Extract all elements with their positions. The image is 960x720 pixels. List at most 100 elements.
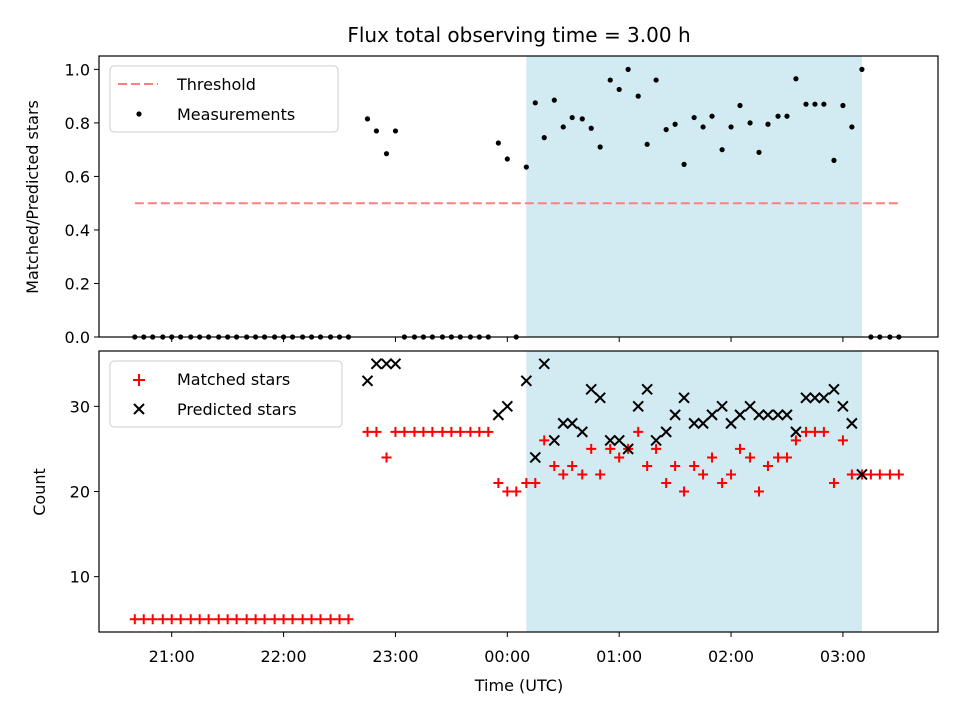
matched-star-point	[605, 443, 616, 454]
measurement-point	[859, 66, 865, 72]
x-axis-label: Time (UTC)	[474, 676, 563, 695]
matched-star-point	[773, 452, 784, 463]
predicted-star-point	[585, 383, 597, 396]
predicted-star-point	[613, 434, 625, 447]
predicted-star-point	[697, 417, 709, 430]
predicted-star-point	[389, 358, 402, 370]
measurement-point	[616, 86, 622, 93]
matched-star-point	[129, 614, 140, 625]
matched-star-point	[846, 469, 857, 480]
bottom-x-tick-label: 02:00	[708, 647, 754, 666]
matched-star-point	[231, 614, 242, 625]
predicted-star-point	[734, 409, 746, 421]
matched-star-point	[455, 426, 466, 437]
bottom-x-tick-label: 21:00	[149, 647, 195, 666]
matched-star-point	[278, 614, 289, 625]
predicted-star-point	[725, 417, 737, 430]
bottom-x-tick-label: 22:00	[261, 647, 307, 666]
matched-star-point	[726, 469, 737, 480]
matched-star-point	[762, 460, 773, 471]
measurement-point	[700, 124, 706, 130]
matched-star-point	[511, 486, 522, 497]
matched-star-point	[315, 614, 326, 625]
bottom-y-tick-label: 20	[70, 483, 90, 502]
measurement-point	[812, 101, 818, 107]
matched-star-point	[790, 435, 801, 446]
predicted-star-point	[361, 375, 374, 387]
predicted-star-point	[538, 358, 550, 370]
measurement-point	[765, 121, 771, 127]
matched-star-point	[893, 469, 904, 480]
matched-star-point	[334, 614, 345, 625]
matched-star-point	[874, 469, 885, 480]
predicted-stars-series	[361, 358, 868, 481]
matched-star-point	[437, 426, 448, 437]
measurement-point	[840, 102, 846, 109]
measurement-point	[793, 76, 799, 82]
matched-star-point	[717, 477, 728, 488]
matched-star-point	[166, 614, 177, 625]
matched-star-point	[269, 614, 280, 625]
matched-star-point	[707, 452, 718, 463]
matched-star-point	[185, 614, 196, 625]
matched-star-point	[147, 614, 158, 625]
matched-star-point	[745, 452, 756, 463]
top-plot-frame	[98, 55, 939, 338]
predicted-star-point	[772, 409, 784, 421]
measurement-point	[644, 141, 650, 147]
predicted-stars-legend-swatch	[133, 403, 145, 415]
predicted-star-point	[501, 400, 514, 413]
top-legend: Threshold Measurements	[109, 65, 339, 133]
predicted-star-point	[632, 400, 644, 413]
predicted-star-point	[520, 375, 533, 387]
predicted-star-point	[753, 409, 765, 421]
bottom-x-tick-label: 23:00	[372, 647, 418, 666]
matched-star-point	[633, 426, 644, 437]
matched-star-point	[343, 614, 354, 625]
matched-star-point	[558, 469, 569, 480]
measurement-point	[756, 149, 762, 155]
predicted-star-point	[837, 400, 849, 413]
matched-star-point	[213, 614, 224, 625]
measurement-point	[747, 120, 753, 126]
matched-star-point	[371, 426, 382, 437]
measurement-point	[364, 116, 371, 122]
matched-star-point	[614, 452, 625, 463]
matched-star-point	[465, 426, 476, 437]
predicted-star-point	[594, 392, 606, 404]
top-y-tick-label: 0.2	[65, 274, 90, 293]
matched-star-point	[259, 614, 270, 625]
measurement-point	[560, 124, 566, 130]
top-observing-span	[526, 56, 862, 337]
predicted-star-point	[828, 383, 840, 396]
matched-star-point	[586, 443, 597, 454]
predicted-star-point	[762, 409, 774, 421]
measurement-point	[681, 161, 687, 167]
measurement-point	[737, 102, 743, 109]
predicted-star-point	[716, 400, 728, 413]
measurement-point	[803, 101, 809, 107]
bottom-x-tick-label: 01:00	[596, 647, 642, 666]
predicted-star-point	[744, 400, 756, 413]
measurement-point	[373, 128, 380, 134]
predicted-star-point	[650, 434, 662, 447]
predicted-star-point	[566, 417, 578, 430]
matched-star-point	[157, 614, 168, 625]
matched-star-point	[399, 426, 410, 437]
matched-star-point	[734, 443, 745, 454]
predicted-star-point	[669, 409, 681, 421]
matched-star-point	[837, 435, 848, 446]
measurement-point	[663, 126, 669, 133]
predicted-star-point	[557, 417, 569, 430]
measurement-point	[392, 128, 399, 134]
matched-star-point	[194, 614, 205, 625]
measurements-legend-swatch	[136, 111, 142, 117]
predicted-star-point	[529, 451, 541, 464]
matched-star-point	[287, 614, 298, 625]
measurement-point	[691, 114, 697, 121]
matched-star-point	[530, 477, 541, 488]
predicted-star-point	[380, 358, 393, 370]
matched-star-point	[362, 426, 373, 437]
top-panel: 0.0 0.2 0.4 0.6 0.8 1.0 Matched/Predicted sta…	[23, 55, 939, 347]
